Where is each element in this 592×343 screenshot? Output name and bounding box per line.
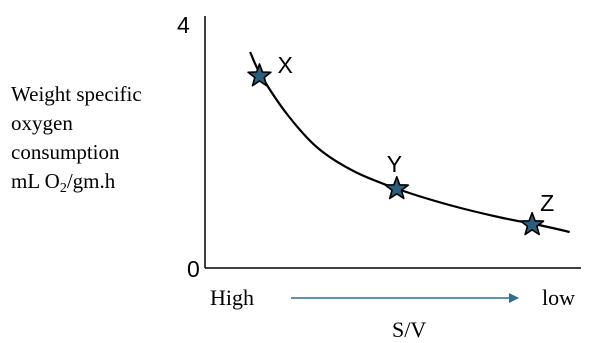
data-point-z-label: Z: [540, 190, 554, 216]
data-point-x-star-icon: [247, 63, 272, 87]
y-axis-label: Weight specific oxygen consumption mL O2…: [11, 80, 211, 196]
x-end-label: low: [542, 285, 575, 310]
y-axis-unit-suffix: /gm.h: [66, 169, 116, 193]
data-point-y-label: Y: [387, 151, 402, 177]
x-start-label: High: [210, 285, 254, 310]
y-axis-label-line-3: consumption: [11, 140, 120, 164]
y-axis-label-line-1: Weight specific: [11, 82, 142, 106]
data-points: X Y Z: [247, 52, 554, 236]
y-tick-label-max: 4: [177, 12, 190, 38]
y-axis-label-line-4: mL O2/gm.h: [11, 167, 211, 196]
series-line: [249, 51, 570, 234]
x-axis-label: S/V: [392, 317, 426, 342]
data-point-x-label: X: [278, 52, 293, 78]
data-point-y-star-icon: [384, 176, 409, 200]
y-axis-label-line-2: oxygen: [11, 111, 73, 135]
y-axis-unit-prefix: mL O: [11, 169, 60, 193]
y-tick-label-zero: 0: [187, 256, 200, 282]
data-point-z-star-icon: [519, 212, 545, 236]
y-axis-unit-subscript: 2: [59, 181, 67, 196]
